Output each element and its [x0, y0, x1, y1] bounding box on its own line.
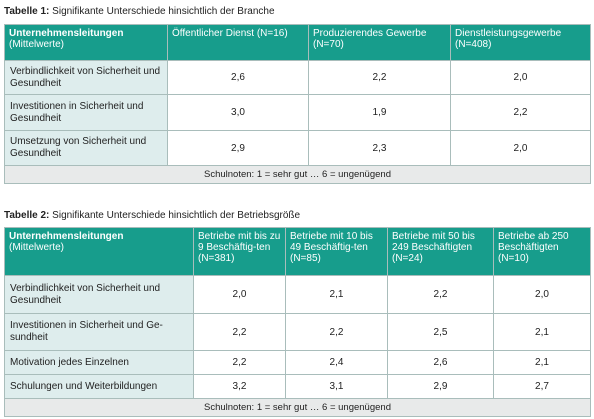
table1: Unternehmensleitungen (Mittelwerte) Öffe…: [4, 24, 591, 184]
table-row: Verbindlichkeit von Sicherheit und Gesun…: [4, 275, 591, 314]
table1-header-first: Unternehmensleitungen (Mittelwerte): [4, 24, 168, 61]
table1-header-row: Unternehmensleitungen (Mittelwerte) Öffe…: [4, 24, 591, 61]
table1-column-header: Dienstleistungsgewerbe (N=408): [450, 24, 591, 61]
value-cell: 2,1: [493, 313, 591, 351]
table2-caption: Tabelle 2: Signifikante Unterschiede hin…: [4, 210, 300, 222]
table-row: Motivation jedes Einzelnen 2,2 2,4 2,6 2…: [4, 350, 591, 375]
table2-column-header: Betriebe ab 250 Beschäftigten (N=10): [493, 227, 591, 276]
value-cell: 2,0: [193, 275, 286, 314]
value-cell: 2,2: [285, 313, 388, 351]
value-cell: 2,1: [493, 350, 591, 375]
row-label: Umsetzung von Sicherheit und Gesundheit: [4, 130, 168, 166]
value-cell: 2,3: [308, 130, 451, 166]
value-cell: 3,2: [193, 374, 286, 399]
value-cell: 2,0: [450, 60, 591, 95]
table2-caption-text: Signifikante Unterschiede hinsichtlich d…: [52, 210, 301, 221]
value-cell: 2,6: [387, 350, 494, 375]
table1-column-header: Öffentlicher Dienst (N=16): [167, 24, 309, 61]
table2-header-first-sub: (Mittelwerte): [9, 242, 65, 253]
table1-caption: Tabelle 1: Signifikante Unterschiede hin…: [4, 6, 275, 18]
table1-column-header: Produzierendes Gewerbe (N=70): [308, 24, 451, 61]
table1-note: Schulnoten: 1 = sehr gut … 6 = ungenügen…: [4, 165, 591, 184]
table-row: Schulungen und Weiterbildungen 3,2 3,1 2…: [4, 374, 591, 399]
table1-note-row: Schulnoten: 1 = sehr gut … 6 = ungenügen…: [4, 165, 591, 184]
row-label: Motivation jedes Einzelnen: [4, 350, 194, 375]
table-row: Umsetzung von Sicherheit und Gesundheit …: [4, 130, 591, 166]
table2-column-header: Betriebe mit 50 bis 249 Beschäftigten (N…: [387, 227, 494, 276]
row-label: Investitionen in Sicherheit und Ge-sundh…: [4, 313, 194, 351]
value-cell: 2,0: [450, 130, 591, 166]
table1-header-first-title: Unternehmensleitungen: [9, 28, 124, 39]
table1-caption-prefix: Tabelle 1:: [4, 6, 50, 17]
value-cell: 3,1: [285, 374, 388, 399]
table2-header-row: Unternehmensleitungen (Mittelwerte) Betr…: [4, 227, 591, 276]
value-cell: 2,6: [167, 60, 309, 95]
table2-column-header: Betriebe mit bis zu 9 Beschäftig-ten (N=…: [193, 227, 286, 276]
value-cell: 2,2: [387, 275, 494, 314]
table2-caption-prefix: Tabelle 2:: [4, 210, 50, 221]
table2-column-header: Betriebe mit 10 bis 49 Beschäftig-ten (N…: [285, 227, 388, 276]
value-cell: 2,7: [493, 374, 591, 399]
value-cell: 2,0: [493, 275, 591, 314]
value-cell: 2,9: [167, 130, 309, 166]
row-label: Schulungen und Weiterbildungen: [4, 374, 194, 399]
row-label: Verbindlichkeit von Sicherheit und Gesun…: [4, 60, 168, 95]
value-cell: 2,2: [193, 313, 286, 351]
value-cell: 2,2: [450, 94, 591, 131]
value-cell: 2,9: [387, 374, 494, 399]
value-cell: 3,0: [167, 94, 309, 131]
table2-note-row: Schulnoten: 1 = sehr gut … 6 = ungenügen…: [4, 398, 591, 417]
table2-note: Schulnoten: 1 = sehr gut … 6 = ungenügen…: [4, 398, 591, 417]
value-cell: 2,5: [387, 313, 494, 351]
table-row: Investitionen in Sicherheit und Ge-sundh…: [4, 313, 591, 351]
table2: Unternehmensleitungen (Mittelwerte) Betr…: [4, 227, 591, 417]
row-label: Investitionen in Sicherheit und Gesundhe…: [4, 94, 168, 131]
value-cell: 1,9: [308, 94, 451, 131]
table2-header-first-title: Unternehmensleitungen: [9, 231, 124, 242]
table2-header-first: Unternehmensleitungen (Mittelwerte): [4, 227, 194, 276]
table1-header-first-sub: (Mittelwerte): [9, 39, 65, 50]
value-cell: 2,4: [285, 350, 388, 375]
table-row: Investitionen in Sicherheit und Gesundhe…: [4, 94, 591, 131]
table1-caption-text: Signifikante Unterschiede hinsichtlich d…: [52, 6, 275, 17]
row-label: Verbindlichkeit von Sicherheit und Gesun…: [4, 275, 194, 314]
value-cell: 2,1: [285, 275, 388, 314]
value-cell: 2,2: [193, 350, 286, 375]
value-cell: 2,2: [308, 60, 451, 95]
table-row: Verbindlichkeit von Sicherheit und Gesun…: [4, 60, 591, 95]
